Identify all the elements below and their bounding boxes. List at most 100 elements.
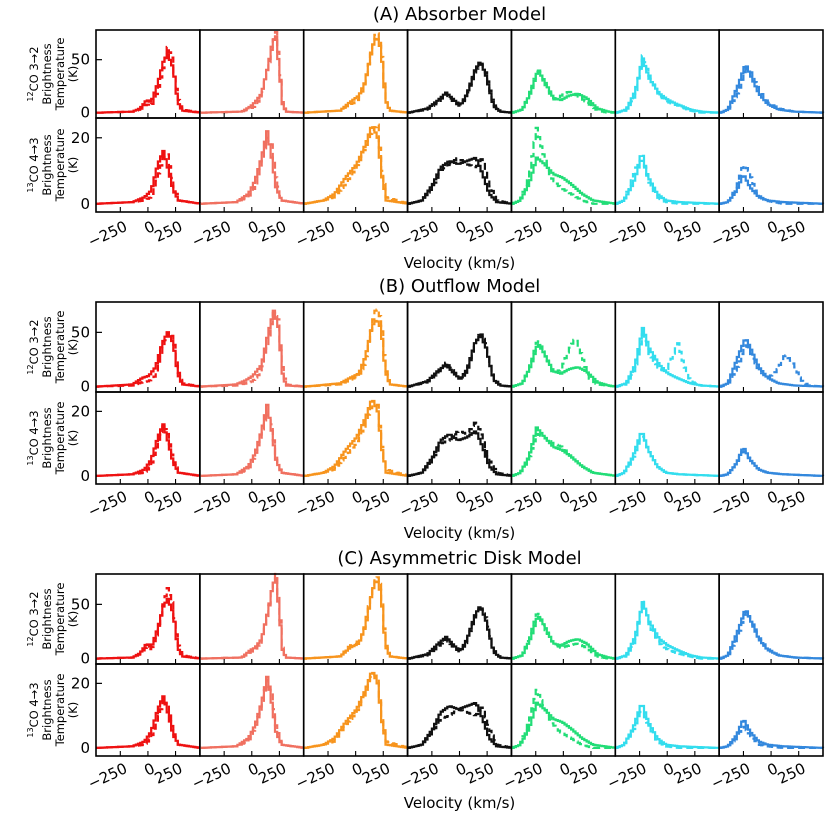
model-spectrum-dashed xyxy=(407,421,513,477)
model-spectrum-dashed xyxy=(199,136,305,205)
panel-1-7 xyxy=(718,573,825,665)
x-axis-label: Velocity (km/s) xyxy=(404,254,515,272)
panel-frame xyxy=(718,663,824,757)
panel-1-7 xyxy=(718,29,825,119)
x-tick-label: 250 xyxy=(567,487,601,515)
panel-1-5 xyxy=(510,29,617,119)
panel-frame xyxy=(302,29,409,119)
model-spectrum-dashed xyxy=(407,63,513,114)
panel-frame xyxy=(614,663,720,757)
panel-1-1 xyxy=(95,301,201,393)
panel-frame xyxy=(718,391,824,485)
panel-frame xyxy=(199,663,305,757)
panel-1-4 xyxy=(406,573,513,665)
y-axis-isotope: 12 xyxy=(26,91,35,101)
observed-spectrum-solid xyxy=(511,701,617,749)
x-tick-label: 250 xyxy=(359,487,393,515)
panel-frame xyxy=(510,391,617,485)
observed-spectrum-solid xyxy=(407,335,513,388)
observed-spectrum-solid xyxy=(96,695,201,749)
observed-spectrum-solid xyxy=(719,719,825,749)
observed-spectrum-solid xyxy=(615,326,721,388)
x-tick-label: −250 xyxy=(604,217,649,251)
panel-1-2 xyxy=(199,301,305,393)
x-tick-label: 250 xyxy=(567,759,601,787)
panel-1-4 xyxy=(406,29,513,119)
y-axis-isotope: 13 xyxy=(26,727,35,737)
panel-frame xyxy=(510,29,617,119)
observed-spectrum-solid xyxy=(615,432,721,477)
observed-spectrum-solid xyxy=(719,339,825,388)
model-spectrum-dashed xyxy=(719,725,823,749)
x-tick-label: −250 xyxy=(604,759,649,793)
panel-frame xyxy=(614,391,720,485)
y-tick-label: 0 xyxy=(80,650,90,668)
observed-spectrum-solid xyxy=(615,704,721,749)
x-tick-label: 250 xyxy=(567,217,601,245)
observed-spectrum-solid xyxy=(511,615,617,660)
block-title: (B) Outflow Model xyxy=(379,276,541,297)
x-tick-label: −250 xyxy=(708,487,753,521)
panel-frame xyxy=(718,117,824,213)
observed-spectrum-solid xyxy=(719,65,825,114)
y-axis-label: 13CO 4→3BrightnessTemperature(K) xyxy=(26,402,80,476)
model-spectrum-dashed xyxy=(719,164,823,205)
panel-1-7 xyxy=(718,301,825,393)
y-axis-line: Temperature xyxy=(53,38,67,112)
y-axis-line: Brightness xyxy=(40,316,54,377)
observed-spectrum-solid xyxy=(511,71,617,114)
panel-frame xyxy=(199,391,305,485)
y-tick-label: 50 xyxy=(71,323,90,341)
y-axis-line: (K) xyxy=(66,157,80,174)
model-spectrum-dashed xyxy=(96,587,201,660)
observed-spectrum-solid xyxy=(303,399,409,477)
x-tick-label: 250 xyxy=(463,759,497,787)
model-spectrum-dashed xyxy=(96,153,201,205)
y-axis-line: Temperature xyxy=(53,583,67,657)
observed-spectrum-solid xyxy=(199,675,305,749)
x-tick-label: −250 xyxy=(500,759,545,793)
y-axis-molecule: 12CO 3→2 xyxy=(26,46,41,101)
panel-1-4 xyxy=(406,301,513,393)
y-axis-transition: CO 4→3 xyxy=(27,410,41,455)
x-tick-label: 250 xyxy=(775,759,809,787)
x-tick-label: 250 xyxy=(256,217,290,245)
y-axis-line: Brightness xyxy=(40,588,54,649)
observed-spectrum-solid xyxy=(96,331,201,388)
panel-frame xyxy=(510,573,617,665)
x-tick-label: −250 xyxy=(397,217,442,251)
y-axis-molecule: 13CO 4→3 xyxy=(26,682,41,737)
y-axis-line: (K) xyxy=(66,611,80,628)
panel-frame xyxy=(95,573,201,665)
model-spectrum-dashed xyxy=(719,67,825,114)
model-spectrum-dashed xyxy=(615,598,720,660)
y-axis-molecule: 12CO 3→2 xyxy=(26,319,41,374)
y-tick-label: 0 xyxy=(80,467,90,485)
observed-spectrum-solid xyxy=(303,126,409,205)
x-tick-label: −250 xyxy=(189,217,234,251)
y-tick-label: 0 xyxy=(80,104,90,122)
model-spectrum-dashed xyxy=(511,432,617,477)
observed-spectrum-solid xyxy=(407,702,513,749)
x-tick-label: 250 xyxy=(671,217,705,245)
x-tick-label: −250 xyxy=(189,487,234,521)
panel-frame xyxy=(199,117,305,213)
x-tick-label: 250 xyxy=(152,217,186,245)
observed-spectrum-solid xyxy=(303,671,409,749)
y-axis-molecule: 12CO 3→2 xyxy=(26,591,41,646)
y-axis-isotope: 12 xyxy=(26,636,35,646)
y-axis-line: Brightness xyxy=(40,407,54,468)
x-tick-label: −250 xyxy=(85,217,130,251)
y-tick-label: 20 xyxy=(71,129,90,147)
